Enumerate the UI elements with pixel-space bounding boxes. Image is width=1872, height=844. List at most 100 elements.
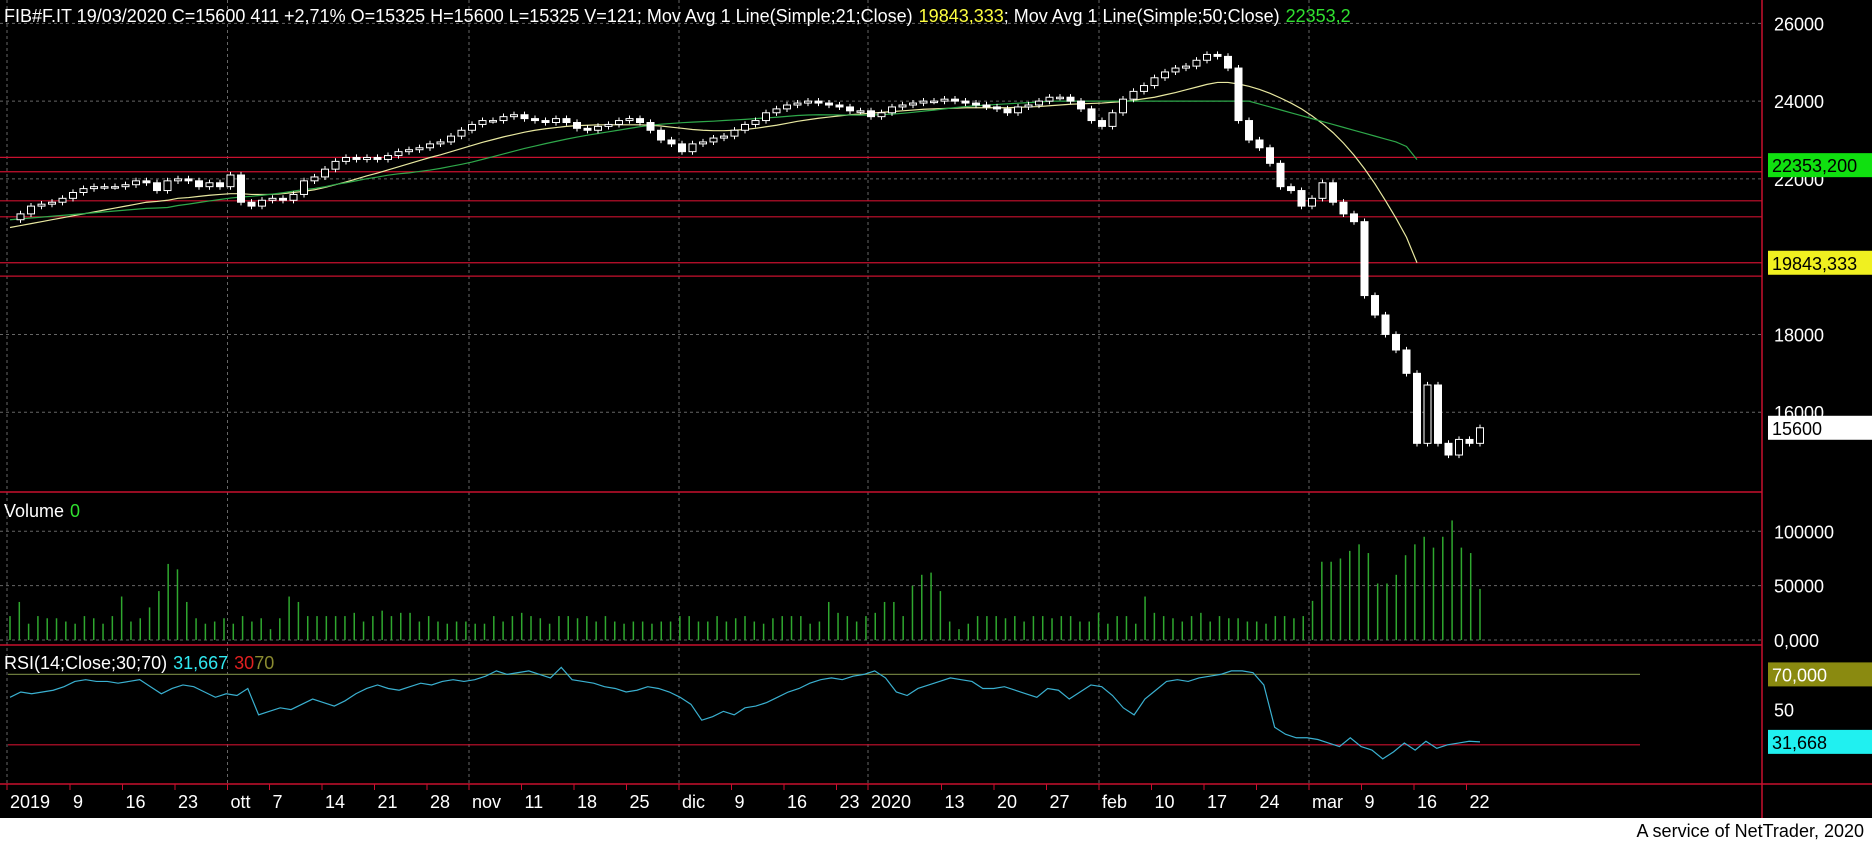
- rsi-badge: [1768, 662, 1872, 687]
- candle-body: [1476, 427, 1484, 444]
- candle-body: [352, 157, 361, 160]
- candle-body: [1140, 85, 1148, 92]
- x-tick-label: 22: [1470, 792, 1490, 812]
- candle-body: [667, 139, 676, 145]
- candle-body: [478, 120, 487, 125]
- candle-body: [1150, 77, 1159, 87]
- candle-body: [583, 127, 592, 131]
- candle-body: [930, 100, 938, 104]
- rsi-line: [9, 666, 1481, 760]
- candle-body: [489, 120, 497, 123]
- rsi-value: 31,667: [173, 653, 228, 673]
- candle-body: [258, 199, 266, 207]
- candle-body: [846, 106, 854, 112]
- price-badge: [1768, 250, 1872, 275]
- x-tick-label: 10: [1155, 792, 1175, 812]
- candle-body: [216, 182, 224, 188]
- candle-body: [1213, 53, 1222, 57]
- candle-body: [1287, 186, 1295, 192]
- candle-body: [247, 201, 256, 207]
- candle-body: [867, 110, 875, 118]
- price-badge: [1768, 153, 1872, 178]
- candle-body: [993, 106, 1001, 110]
- candle-body: [163, 180, 172, 192]
- candle-body: [1182, 65, 1190, 69]
- candle-body: [1381, 314, 1390, 335]
- x-tick-label: 18: [577, 792, 597, 812]
- candle-body: [1276, 162, 1285, 188]
- candle-body: [573, 122, 581, 129]
- candle-body: [79, 188, 88, 194]
- candle-body: [1224, 55, 1232, 69]
- x-tick-label: 11: [525, 792, 544, 812]
- candle-body: [688, 143, 697, 153]
- candle-body: [1350, 213, 1358, 223]
- volume-tick-label: 100000: [1774, 522, 1834, 542]
- candle-body: [426, 143, 434, 149]
- x-tick-label: 9: [735, 792, 745, 812]
- candle-body: [657, 129, 665, 141]
- candle-body: [27, 205, 35, 215]
- candle-body: [1066, 96, 1075, 102]
- candle-body: [1014, 106, 1022, 114]
- x-tick-label: 9: [1365, 792, 1375, 812]
- candle-body: [331, 160, 340, 170]
- rsi-badge: [1768, 729, 1872, 754]
- candle-body: [1455, 438, 1463, 456]
- ma50-value: 22353,2: [1286, 6, 1351, 26]
- candle-body: [363, 157, 371, 160]
- x-tick-label: 2019: [10, 792, 50, 812]
- candle-body: [1245, 120, 1253, 141]
- candle-body: [394, 151, 403, 157]
- candle-body: [699, 141, 707, 145]
- rsi-low: 30: [234, 653, 254, 673]
- candle-body: [520, 114, 529, 120]
- candle-body: [835, 104, 844, 108]
- candle-body: [804, 100, 812, 104]
- candle-body: [1413, 372, 1421, 444]
- candle-body: [888, 106, 896, 114]
- candle-body: [58, 197, 67, 203]
- price-badge: [1768, 415, 1872, 440]
- x-tick-label: ott: [231, 792, 251, 812]
- candle-body: [594, 125, 602, 131]
- volume-header: Volume 0: [4, 501, 80, 521]
- candle-body: [552, 118, 560, 124]
- candle-body: [1056, 96, 1064, 100]
- candle-body: [384, 155, 392, 160]
- candle-body: [825, 102, 833, 106]
- x-tick-label: 14: [325, 792, 345, 812]
- candle-body: [741, 123, 749, 131]
- x-tick-label: 27: [1050, 792, 1070, 812]
- candle-body: [762, 112, 770, 122]
- x-tick-label: mar: [1312, 792, 1343, 812]
- candle-body: [793, 102, 802, 106]
- candle-body: [289, 193, 298, 201]
- candle-body: [373, 157, 382, 160]
- candle-body: [153, 182, 161, 192]
- ma21-value: 19843,333: [919, 6, 1004, 26]
- candle-body: [877, 112, 886, 118]
- x-tick-label: 13: [945, 792, 965, 812]
- candle-body: [678, 143, 686, 153]
- x-tick-label: 23: [178, 792, 198, 812]
- candle-body: [226, 174, 235, 188]
- candle-body: [132, 180, 140, 186]
- candle-body: [720, 135, 728, 139]
- candle-body: [268, 197, 277, 201]
- candle-body: [814, 100, 823, 104]
- candle-body: [1129, 90, 1138, 100]
- rsi-layer: [8, 666, 1640, 760]
- x-tick-label: 2020: [871, 792, 911, 812]
- candle-body: [1308, 197, 1316, 207]
- x-tick-label: 16: [787, 792, 807, 812]
- volume-bars-layer: [9, 520, 1481, 640]
- candle-body: [1192, 59, 1201, 67]
- candle-body: [1329, 182, 1337, 203]
- candle-body: [457, 129, 466, 137]
- candle-body: [205, 182, 214, 188]
- ma50-label: Mov Avg 1 Line(Simple;50;Close): [1009, 6, 1280, 26]
- candle-body: [961, 100, 970, 104]
- candle-body: [730, 129, 739, 137]
